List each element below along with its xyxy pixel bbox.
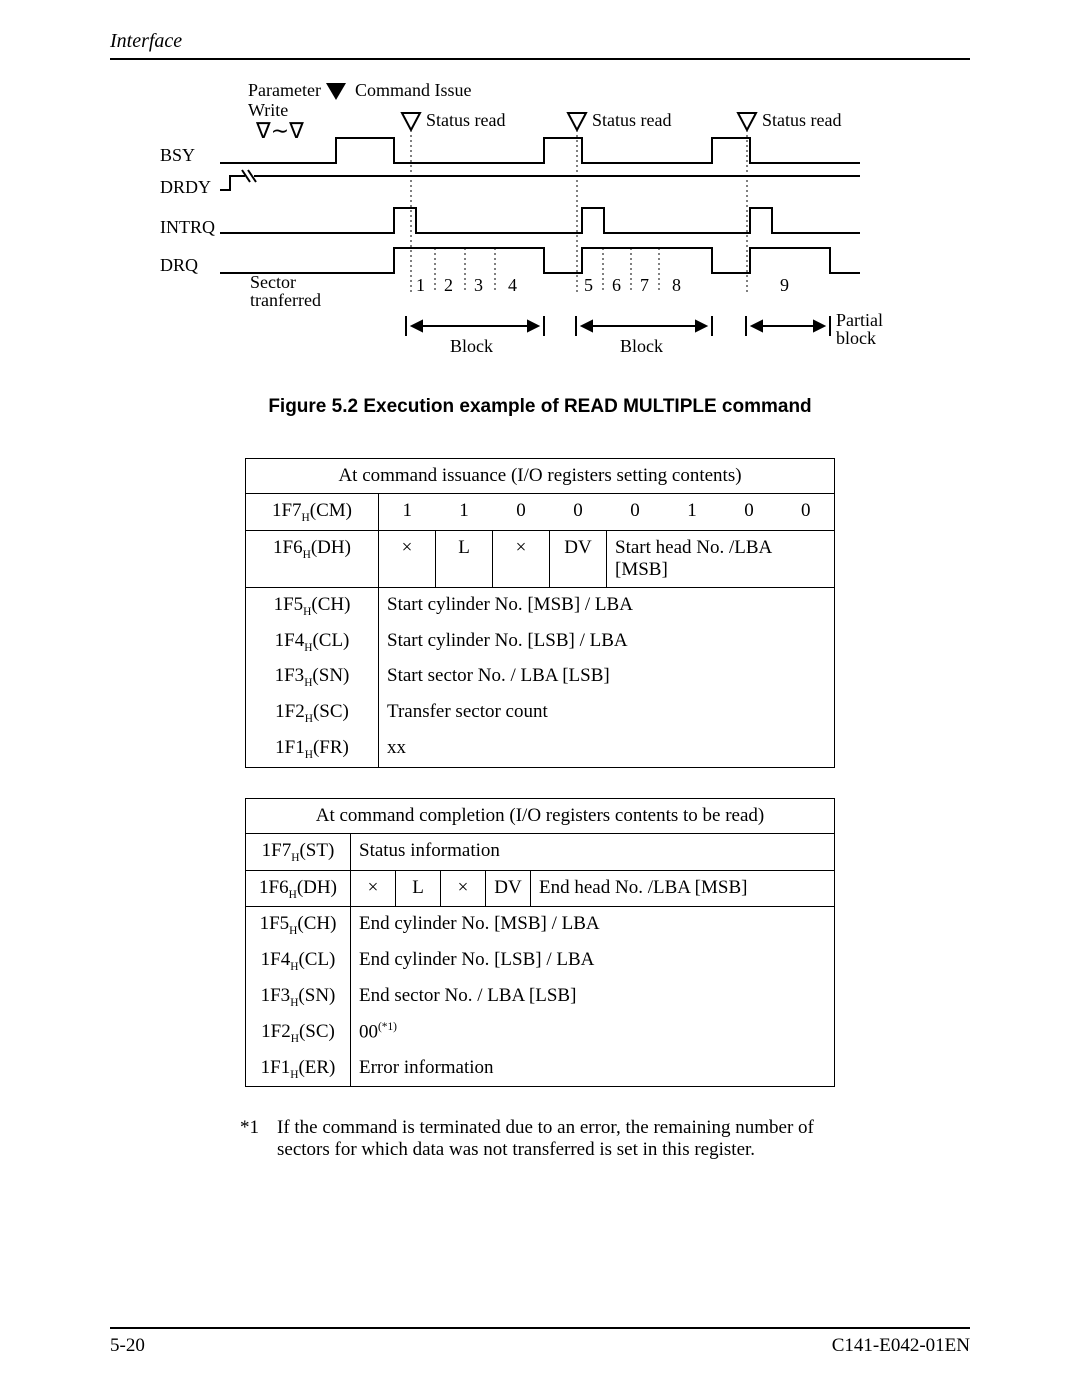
header-title: Interface: [110, 30, 970, 60]
footer-right: C141-E042-01EN: [832, 1335, 970, 1357]
page-footer: 5-20 C141-E042-01EN: [110, 1327, 970, 1357]
footer-left: 5-20: [110, 1335, 145, 1357]
footnote: *1 If the command is terminated due to a…: [240, 1117, 840, 1161]
svg-text:INTRQ: INTRQ: [160, 217, 215, 237]
lbl-param-write1: Parameter: [248, 80, 321, 100]
figure-caption: Figure 5.2 Execution example of READ MUL…: [110, 396, 970, 418]
svg-text:8: 8: [672, 275, 681, 295]
svg-text:BSY: BSY: [160, 145, 195, 165]
t2-title: At command completion (I/O registers con…: [246, 798, 835, 833]
svg-text:1: 1: [416, 275, 425, 295]
svg-text:Status read: Status read: [592, 110, 671, 130]
svg-text:7: 7: [640, 275, 649, 295]
svg-text:tranferred: tranferred: [250, 290, 321, 310]
lbl-param-write2: Write: [248, 100, 288, 120]
lbl-command-issue: Command Issue: [355, 80, 472, 100]
svg-text:5: 5: [584, 275, 593, 295]
svg-text:∇∼∇: ∇∼∇: [255, 118, 304, 143]
svg-text:6: 6: [612, 275, 621, 295]
table-issuance: At command issuance (I/O registers setti…: [245, 458, 835, 768]
svg-text:Block: Block: [620, 336, 663, 356]
svg-text:Partial: Partial: [836, 310, 883, 330]
svg-text:2: 2: [444, 275, 453, 295]
svg-text:9: 9: [780, 275, 789, 295]
svg-text:DRQ: DRQ: [160, 255, 198, 275]
t1-title: At command issuance (I/O registers setti…: [246, 459, 835, 494]
svg-text:block: block: [836, 328, 876, 348]
svg-text:Status read: Status read: [762, 110, 841, 130]
svg-text:Sector: Sector: [250, 272, 296, 292]
table-completion: At command completion (I/O registers con…: [245, 798, 835, 1088]
svg-text:Block: Block: [450, 336, 493, 356]
svg-text:4: 4: [508, 275, 517, 295]
svg-text:3: 3: [474, 275, 483, 295]
svg-text:Status read: Status read: [426, 110, 505, 130]
timing-diagram: Command Issue Parameter Write ∇∼∇ Status…: [130, 78, 890, 378]
svg-text:DRDY: DRDY: [160, 177, 211, 197]
footnote-mark: *1: [240, 1117, 259, 1161]
footnote-body: If the command is terminated due to an e…: [277, 1117, 840, 1161]
